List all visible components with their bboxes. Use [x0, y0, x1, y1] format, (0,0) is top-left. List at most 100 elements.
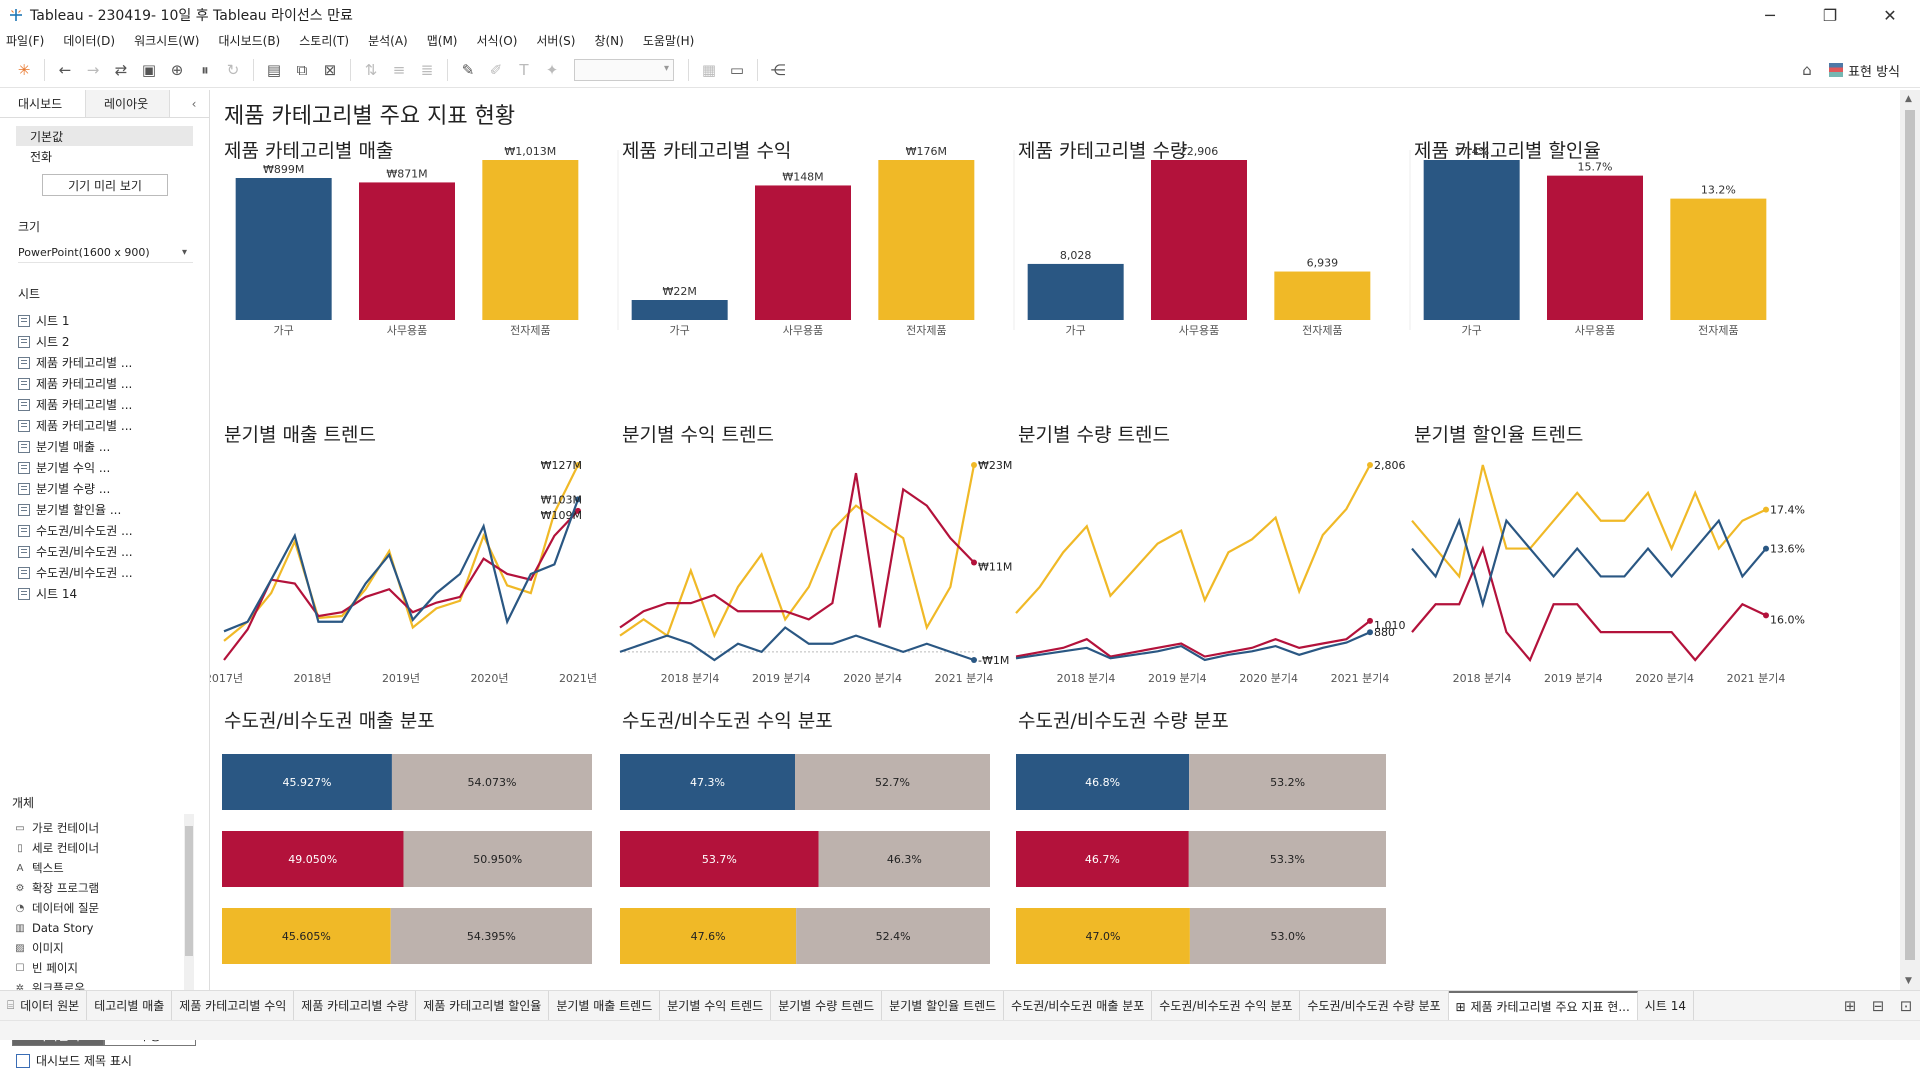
duplicate-icon[interactable]: ⧉	[296, 60, 308, 79]
scroll-down-icon[interactable]: ▼	[1905, 976, 1912, 986]
object-item[interactable]: ▨ 이미지	[14, 938, 184, 958]
image-icon: ▨	[15, 942, 25, 954]
menu-help[interactable]: 도움말(H)	[642, 33, 695, 48]
sheet-tab[interactable]: ⊞ 제품 카테고리별 주요 지표 현...	[1448, 991, 1638, 1020]
sheet-tab[interactable]: 수도권/비수도권 수량 분포	[1300, 991, 1449, 1020]
refresh-icon[interactable]: ↻	[226, 60, 240, 79]
tableau-home-icon[interactable]: ✳	[17, 60, 31, 79]
undo-icon[interactable]: ←	[58, 60, 72, 79]
menu-worksheet[interactable]: 워크시트(W)	[134, 33, 200, 48]
horizontal-container-icon: ▭	[15, 822, 25, 834]
device-phone[interactable]: 전화	[30, 149, 53, 164]
size-dropdown[interactable]: PowerPoint(1600 x 900)	[18, 243, 193, 263]
show-cards-icon[interactable]: ▦	[701, 60, 717, 79]
trend-end-label: 16.0%	[1770, 613, 1805, 626]
replace-data-icon[interactable]: ⇄	[114, 60, 128, 79]
tab-dashboard-pane[interactable]: 대시보드	[18, 97, 63, 111]
menu-analysis[interactable]: 분석(A)	[368, 33, 408, 48]
pin-icon[interactable]: ✦	[545, 60, 559, 79]
sort-ascending-icon[interactable]: ≡	[392, 60, 406, 79]
menu-dashboard[interactable]: 대시보드(B)	[218, 33, 281, 48]
object-item[interactable]: A 텍스트	[14, 858, 184, 878]
sheet-list-item[interactable]: 시트 2	[18, 331, 209, 352]
sheet-tab[interactable]: 분기별 수익 트렌드	[660, 991, 772, 1020]
object-item[interactable]: ▯ 세로 컨테이너	[14, 838, 184, 858]
minimize-button[interactable]: ─	[1765, 5, 1775, 25]
redo-icon[interactable]: →	[86, 60, 100, 79]
fit-dropdown[interactable]	[574, 58, 674, 81]
show-me-button[interactable]: 표현 방식	[1829, 61, 1900, 80]
sheet-list-item[interactable]: 제품 카테고리별 ...	[18, 373, 209, 394]
new-story-icon[interactable]: ⊡	[1899, 997, 1913, 1015]
menu-story[interactable]: 스토리(T)	[299, 33, 350, 48]
device-default[interactable]: 기본값	[16, 126, 193, 146]
group-icon[interactable]: ✐	[489, 60, 503, 79]
scroll-up-icon[interactable]: ▲	[1905, 94, 1912, 104]
highlight-icon[interactable]: ✎	[461, 60, 475, 79]
trend-end-point	[1367, 462, 1373, 468]
new-worksheet-icon[interactable]: ▤	[266, 60, 282, 79]
menu-window[interactable]: 창(N)	[594, 33, 624, 48]
menu-file[interactable]: 파일(F)	[6, 33, 45, 48]
sheet-list-item[interactable]: 제품 카테고리별 ...	[18, 394, 209, 415]
share-icon[interactable]: ⋲	[770, 60, 786, 79]
save-icon[interactable]: ▣	[141, 60, 157, 79]
clear-sheet-icon[interactable]: ⊠	[323, 60, 337, 79]
tab-data-source[interactable]: ⌸ 데이터 원본	[0, 991, 88, 1020]
format-painter-icon[interactable]: ⌂	[1802, 61, 1812, 79]
scroll-thumb[interactable]	[1905, 110, 1915, 960]
new-dashboard-icon[interactable]: ⊟	[1871, 997, 1885, 1015]
object-item[interactable]: ▥ Data Story	[14, 918, 184, 938]
objects-scrollbar[interactable]	[184, 814, 194, 1014]
sheet-list-item[interactable]: 분기별 수익 ...	[18, 457, 209, 478]
bar-category-label: 가구	[274, 324, 294, 337]
sheet-tab[interactable]: 테고리별 매출	[87, 991, 173, 1020]
device-preview-button[interactable]: 기기 미리 보기	[42, 174, 168, 196]
sheet-tab[interactable]: 제품 카테고리별 수익	[172, 991, 295, 1020]
sort-descending-icon[interactable]: ≣	[420, 60, 434, 79]
sheet-tab[interactable]: 분기별 매출 트렌드	[549, 991, 661, 1020]
canvas-scrollbar[interactable]: ▲ ▼	[1900, 90, 1920, 990]
sheet-list-item[interactable]: 시트 1	[18, 310, 209, 331]
menu-server[interactable]: 서버(S)	[536, 33, 576, 48]
sheet-list-item[interactable]: 수도권/비수도권 ...	[18, 541, 209, 562]
swap-icon[interactable]: ⇅	[364, 60, 378, 79]
sheet-list-item[interactable]: 시트 14	[18, 583, 209, 604]
object-item[interactable]: ☐ 빈 페이지	[14, 958, 184, 978]
new-sheet-icon[interactable]: ⊞	[1843, 997, 1857, 1015]
menu-data[interactable]: 데이터(D)	[63, 33, 116, 48]
bar-value-label: ₩148M	[782, 170, 823, 183]
collapse-sidebar-icon[interactable]: ‹	[191, 96, 197, 111]
trend-x-tick: 2019년	[382, 672, 420, 685]
object-item[interactable]: ◔ 데이터에 질문	[14, 898, 184, 918]
close-button[interactable]: ✕	[1883, 5, 1897, 25]
labels-icon[interactable]: T	[519, 60, 529, 79]
sheet-tab[interactable]: 분기별 할인율 트렌드	[882, 991, 1005, 1020]
object-item[interactable]: ▭ 가로 컨테이너	[14, 818, 184, 838]
bar-mark	[1151, 160, 1247, 320]
object-item[interactable]: ⚙ 확장 프로그램	[14, 878, 184, 898]
sheet-list-item[interactable]: 제품 카테고리별 ...	[18, 352, 209, 373]
sheet-tab[interactable]: 제품 카테고리별 할인율	[416, 991, 550, 1020]
presentation-mode-icon[interactable]: ▭	[729, 60, 745, 79]
trend-series-line	[1411, 464, 1767, 579]
menu-format[interactable]: 서식(O)	[476, 33, 518, 48]
menu-map[interactable]: 맵(M)	[426, 33, 458, 48]
new-data-source-icon[interactable]: ⊕	[170, 60, 184, 79]
sheet-list-item[interactable]: 수도권/비수도권 ...	[18, 520, 209, 541]
pause-updates-icon[interactable]: ⏸	[201, 60, 209, 79]
trend-x-tick: 2018 분기4	[1057, 672, 1116, 685]
sheet-tab[interactable]: 수도권/비수도권 매출 분포	[1004, 991, 1153, 1020]
sheet-list-item[interactable]: 분기별 할인율 ...	[18, 499, 209, 520]
sheet-tab[interactable]: 시트 14	[1638, 991, 1694, 1020]
sheet-tab[interactable]: 수도권/비수도권 수익 분포	[1152, 991, 1301, 1020]
sheet-list-item[interactable]: 수도권/비수도권 ...	[18, 562, 209, 583]
sheet-tab[interactable]: 분기별 수량 트렌드	[771, 991, 883, 1020]
sheet-tab[interactable]: 제품 카테고리별 수량	[294, 991, 417, 1020]
restore-button[interactable]: ❐	[1822, 5, 1838, 25]
tab-layout-pane[interactable]: 레이아웃	[85, 90, 170, 117]
show-title-checkbox[interactable]: 대시보드 제목 표시	[16, 1052, 132, 1069]
sheet-list-item[interactable]: 제품 카테고리별 ...	[18, 415, 209, 436]
sheet-list-item[interactable]: 분기별 수량 ...	[18, 478, 209, 499]
sheet-list-item[interactable]: 분기별 매출 ...	[18, 436, 209, 457]
